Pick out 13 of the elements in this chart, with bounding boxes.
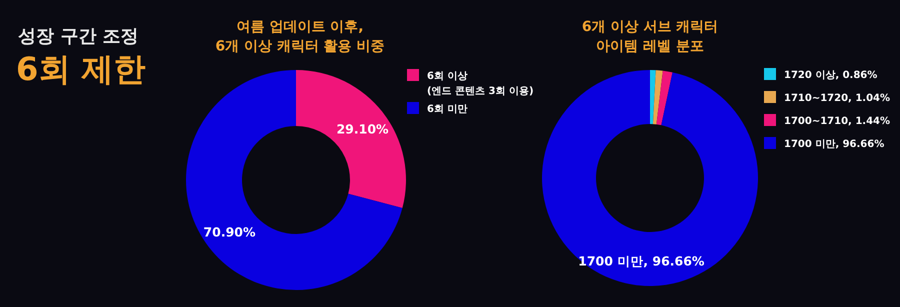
data-label: 29.10% (336, 122, 390, 137)
legend-label: 6회 이상 (엔드 콘텐츠 3회 이용) (427, 71, 534, 97)
legend-label: 1700 미만, 96.66% (784, 139, 884, 150)
chart-title: 6개 이상 서브 캐릭터 아이템 레벨 분포 (582, 19, 718, 55)
legend-label: 6회 미만 (427, 104, 468, 115)
text: 6회 제한 (16, 50, 146, 88)
text: 성장 구간 조정 (18, 26, 139, 47)
data-label: 1700 미만, 96.66% (578, 254, 705, 269)
legend-label: 1710~1720, 1.04% (784, 93, 890, 104)
data-label: 70.90% (203, 224, 256, 240)
chart-title: 여름 업데이트 이후, 6개 이상 캐릭터 활용 비중 (215, 19, 385, 55)
legend-label: 1700~1710, 1.44% (784, 116, 890, 127)
legend-label: 1720 이상, 0.86% (784, 70, 878, 81)
